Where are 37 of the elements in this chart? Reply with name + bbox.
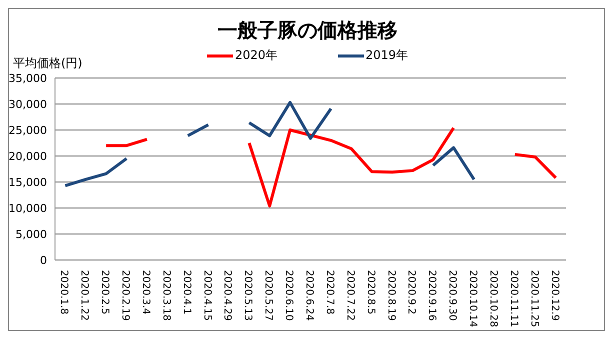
x-tick-label: 2020.9.2 <box>406 270 417 315</box>
y-tick-label: 20,000 <box>8 150 47 163</box>
x-tick-label: 2020.11.11 <box>508 270 519 328</box>
y-tick-label: 0 <box>40 254 47 267</box>
x-tick-label: 2020.1.8 <box>58 270 70 315</box>
y-axis-title: 平均価格(円) <box>13 55 82 72</box>
x-tick-label: 2020.12.9 <box>548 270 560 321</box>
x-tick-label: 2020.9.30 <box>446 270 458 321</box>
x-tick-label: 2020.10.14 <box>467 270 478 328</box>
x-tick-label: 2020.4.1 <box>180 270 192 315</box>
legend-label: 2019年 <box>366 47 408 64</box>
x-tick-label: 2020.1.22 <box>78 270 90 321</box>
y-tick-label: 25,000 <box>8 124 47 137</box>
x-tick-label: 2020.6.10 <box>283 270 294 321</box>
x-tick-label: 2020.7.8 <box>324 270 335 315</box>
x-tick-label: 2020.10.28 <box>487 270 498 328</box>
x-tick-label: 2020.8.19 <box>385 270 396 321</box>
y-tick-label: 5,000 <box>16 228 47 241</box>
y-tick-label: 10,000 <box>8 202 47 215</box>
y-tick-label: 30,000 <box>8 98 47 111</box>
chart-title: 一般子豚の価格推移 <box>216 17 398 44</box>
x-tick-label: 2020.9.16 <box>426 270 438 321</box>
x-tick-label: 2020.7.22 <box>344 270 356 321</box>
x-tick-label: 2020.2.5 <box>99 270 110 315</box>
y-tick-label: 35,000 <box>8 72 47 85</box>
x-tick-label: 2020.2.19 <box>120 270 131 321</box>
x-tick-label: 2020.5.27 <box>262 270 274 321</box>
x-tick-label: 2020.5.13 <box>242 270 254 321</box>
x-tick-label: 2020.4.29 <box>222 270 233 321</box>
legend-label: 2020年 <box>234 47 278 64</box>
x-tick-label: 2020.11.25 <box>528 270 540 328</box>
x-tick-label: 2020.3.18 <box>160 270 172 321</box>
y-tick-label: 15,000 <box>8 176 47 189</box>
x-tick-label: 2020.3.4 <box>140 270 151 315</box>
x-tick-label: 2020.8.5 <box>364 270 376 315</box>
x-tick-label: 2020.4.15 <box>201 270 212 321</box>
x-tick-label: 2020.6.24 <box>304 270 314 321</box>
